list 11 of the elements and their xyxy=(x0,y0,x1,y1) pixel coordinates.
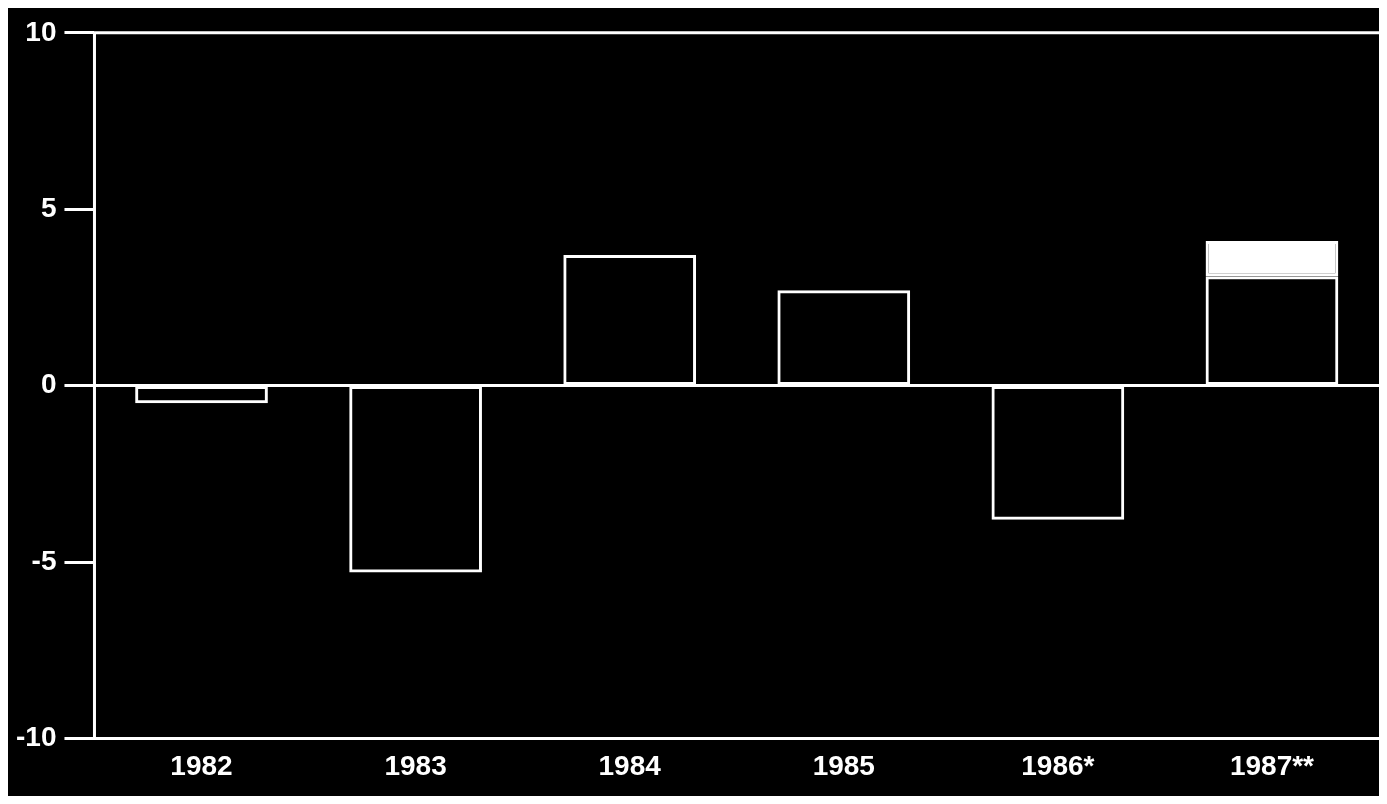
y-tick-label: -5 xyxy=(31,544,57,576)
x-tick-label: 1987** xyxy=(1229,749,1315,781)
y-tick-label: 10 xyxy=(25,15,57,47)
y-tick-label: 0 xyxy=(40,368,57,400)
y-tick-label: 5 xyxy=(40,191,57,223)
x-tick-label: 1983 xyxy=(384,749,447,781)
y-tick-label: -10 xyxy=(16,721,57,753)
x-tick-label: 1986* xyxy=(1021,749,1095,781)
x-tick-label: 1984 xyxy=(598,749,662,781)
x-tick-label: 1982 xyxy=(170,749,233,781)
x-tick-label: 1985 xyxy=(812,749,875,781)
